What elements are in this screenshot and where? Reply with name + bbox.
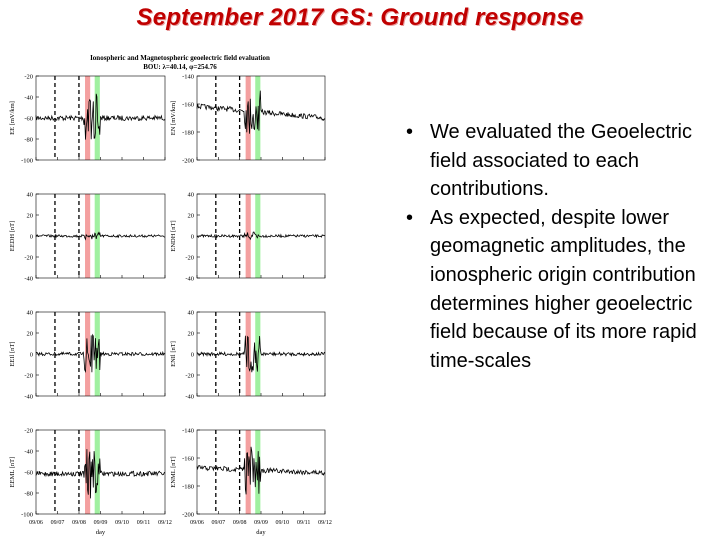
y-tick-label: 0 bbox=[30, 234, 33, 241]
y-axis-label: EE [mV/km] bbox=[9, 101, 16, 135]
y-tick-label: 20 bbox=[27, 331, 34, 338]
y-axis-label: ENML [nT] bbox=[170, 456, 177, 487]
y-tick-label: 20 bbox=[27, 213, 34, 220]
plot-panel: -140 -160 -180 -200 ENML [nT] 09/06 09/07 09/08… bbox=[170, 428, 332, 537]
figure-title: Ionospheric and Magnetospheric geoelectr… bbox=[90, 54, 270, 62]
storm-band-green bbox=[94, 194, 100, 278]
y-tick-label: -200 bbox=[182, 158, 194, 165]
x-tick-label: 09/08 bbox=[233, 520, 247, 526]
signal-trace bbox=[196, 446, 326, 495]
x-axis-label: day bbox=[256, 529, 266, 536]
y-tick-label: 20 bbox=[188, 331, 195, 338]
y-tick-label: -180 bbox=[182, 130, 194, 137]
signal-trace bbox=[35, 333, 166, 374]
plot-panel: 40 20 0 -20 -40 ENDH [nT] bbox=[170, 192, 326, 283]
bullet-item: • As expected, despite lower geomagnetic… bbox=[400, 204, 700, 376]
y-tick-label: -60 bbox=[24, 470, 33, 477]
plot-panel: -20 -40 -60 -80 -100 EEML [nT] 09/06 09/07 09/08… bbox=[9, 428, 172, 537]
y-tick-label: -20 bbox=[24, 428, 33, 435]
y-tick-label: -100 bbox=[21, 512, 33, 519]
signal-trace bbox=[35, 231, 166, 241]
y-tick-label: 40 bbox=[188, 310, 195, 317]
y-tick-label: -20 bbox=[185, 373, 194, 380]
x-tick-label: 09/08 bbox=[72, 520, 86, 526]
y-tick-label: -20 bbox=[24, 373, 33, 380]
figure-canvas: Ionospheric and Magnetospheric geoelectr… bbox=[9, 54, 332, 537]
y-tick-label: -20 bbox=[185, 255, 194, 262]
x-axis-label: day bbox=[96, 529, 106, 536]
signal-trace bbox=[196, 231, 326, 241]
x-tick-label: 09/06 bbox=[29, 520, 43, 526]
y-tick-label: -20 bbox=[24, 255, 33, 262]
y-axis-label: EEDH [nT] bbox=[9, 221, 16, 252]
bullet-text: As expected, despite lower geomagnetic a… bbox=[430, 206, 697, 372]
geoelectric-field-figure: Ionospheric and Magnetospheric geoelectr… bbox=[0, 50, 345, 540]
x-tick-label: 09/11 bbox=[297, 520, 310, 526]
y-axis-label: ENIl [nT] bbox=[170, 341, 177, 367]
bullet-marker: • bbox=[406, 206, 414, 229]
plot-panel: -140 -160 -180 -200 EN [mV/km] bbox=[170, 74, 326, 165]
x-tick-label: 09/07 bbox=[211, 520, 225, 526]
y-axis-label: EN [mV/km] bbox=[170, 101, 177, 135]
x-tick-label: 09/12 bbox=[318, 520, 332, 526]
y-tick-label: 0 bbox=[191, 234, 194, 241]
y-tick-label: 0 bbox=[191, 352, 194, 359]
x-tick-label: 09/10 bbox=[115, 520, 129, 526]
y-tick-label: -140 bbox=[182, 74, 194, 81]
y-tick-label: -40 bbox=[24, 276, 33, 283]
y-tick-label: -200 bbox=[182, 512, 194, 519]
signal-trace bbox=[35, 93, 166, 140]
y-tick-label: -40 bbox=[185, 394, 194, 401]
y-tick-label: -100 bbox=[21, 158, 33, 165]
x-tick-label: 09/07 bbox=[51, 520, 65, 526]
y-tick-label: -40 bbox=[24, 95, 33, 102]
y-tick-label: -60 bbox=[24, 116, 33, 123]
plot-panel: 40 20 0 -20 -40 EEIl [nT] bbox=[9, 310, 166, 401]
storm-band-red bbox=[85, 312, 91, 396]
y-tick-label: -40 bbox=[185, 276, 194, 283]
figure-subtitle: BOU: λ=40.14, φ=254.76 bbox=[143, 63, 217, 71]
y-tick-label: -80 bbox=[24, 137, 33, 144]
y-tick-label: -140 bbox=[182, 428, 194, 435]
signal-trace bbox=[196, 90, 326, 134]
bullet-text: We evaluated the Geoelectric field assoc… bbox=[430, 121, 693, 201]
bullet-list: • We evaluated the Geoelectric field ass… bbox=[400, 118, 700, 375]
y-tick-label: 40 bbox=[188, 192, 195, 199]
bullet-marker: • bbox=[406, 121, 414, 143]
plot-panel: 40 20 0 -20 -40 EEDH [nT] bbox=[9, 192, 166, 283]
panel-grid: -20 -40 -60 -80 -100 EE [mV/km] -140 -160 -180 -2… bbox=[9, 74, 332, 537]
x-tick-label: 09/10 bbox=[275, 520, 289, 526]
y-tick-label: -160 bbox=[182, 456, 194, 463]
y-axis-label: ENDH [nT] bbox=[170, 220, 177, 251]
slide-title: September 2017 GS: Ground response bbox=[136, 4, 584, 31]
y-tick-label: -40 bbox=[24, 394, 33, 401]
storm-band-red bbox=[245, 76, 251, 160]
x-tick-label: 09/12 bbox=[158, 520, 172, 526]
x-tick-label: 09/11 bbox=[137, 520, 150, 526]
y-tick-label: -40 bbox=[24, 449, 33, 456]
plot-panel: 40 20 0 -20 -40 ENIl [nT] bbox=[170, 310, 326, 401]
y-tick-label: -20 bbox=[24, 74, 33, 81]
y-axis-label: EEIl [nT] bbox=[9, 341, 16, 366]
y-tick-label: 40 bbox=[27, 192, 34, 199]
y-axis-label: EEML [nT] bbox=[9, 457, 16, 488]
storm-band-green bbox=[94, 430, 100, 514]
x-tick-label: 09/09 bbox=[94, 520, 108, 526]
y-tick-label: -80 bbox=[24, 491, 33, 498]
plot-panel: -20 -40 -60 -80 -100 EE [mV/km] bbox=[9, 74, 166, 165]
y-tick-label: 0 bbox=[30, 352, 33, 359]
y-tick-label: -160 bbox=[182, 102, 194, 109]
x-tick-label: 09/06 bbox=[190, 520, 204, 526]
bullet-item: • We evaluated the Geoelectric field ass… bbox=[400, 118, 700, 204]
signal-trace bbox=[35, 449, 165, 499]
y-tick-label: 40 bbox=[27, 310, 34, 317]
y-tick-label: -180 bbox=[182, 484, 194, 491]
x-tick-label: 09/09 bbox=[254, 520, 268, 526]
y-tick-label: 20 bbox=[188, 213, 195, 220]
signal-trace bbox=[196, 335, 326, 373]
